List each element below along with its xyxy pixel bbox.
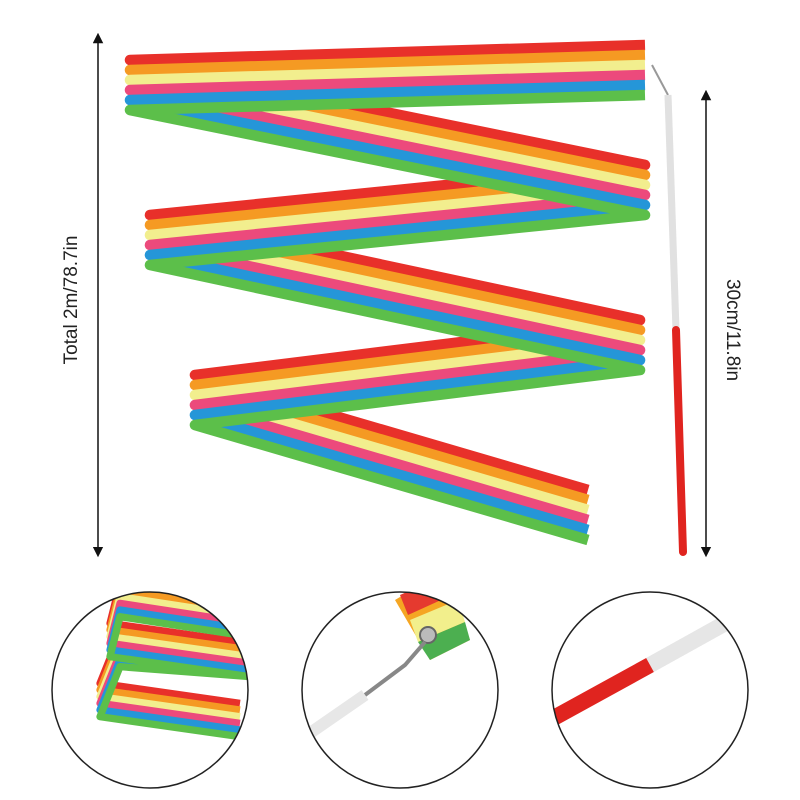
ribbon-stripe (124, 39, 651, 496)
ribbon (124, 39, 651, 546)
stick (651, 64, 687, 556)
ribbon-length-label: Total 2m/78.7in (61, 236, 82, 365)
detail-stick (552, 608, 744, 728)
detail-circle (51, 591, 249, 789)
ribbon-stripe (96, 613, 248, 741)
ribbon-stripe (124, 49, 651, 506)
ribbon-stripe (124, 59, 651, 516)
ribbon-stripe (124, 69, 651, 526)
detail-clip (302, 592, 470, 745)
ribbon-stripe (124, 79, 651, 536)
detail-ribbon (96, 592, 248, 741)
ribbon-stripe (124, 89, 651, 546)
stick-length-label: 30cm/11.8in (722, 279, 743, 381)
detail-circle (551, 591, 749, 789)
detail-circle (301, 591, 499, 789)
